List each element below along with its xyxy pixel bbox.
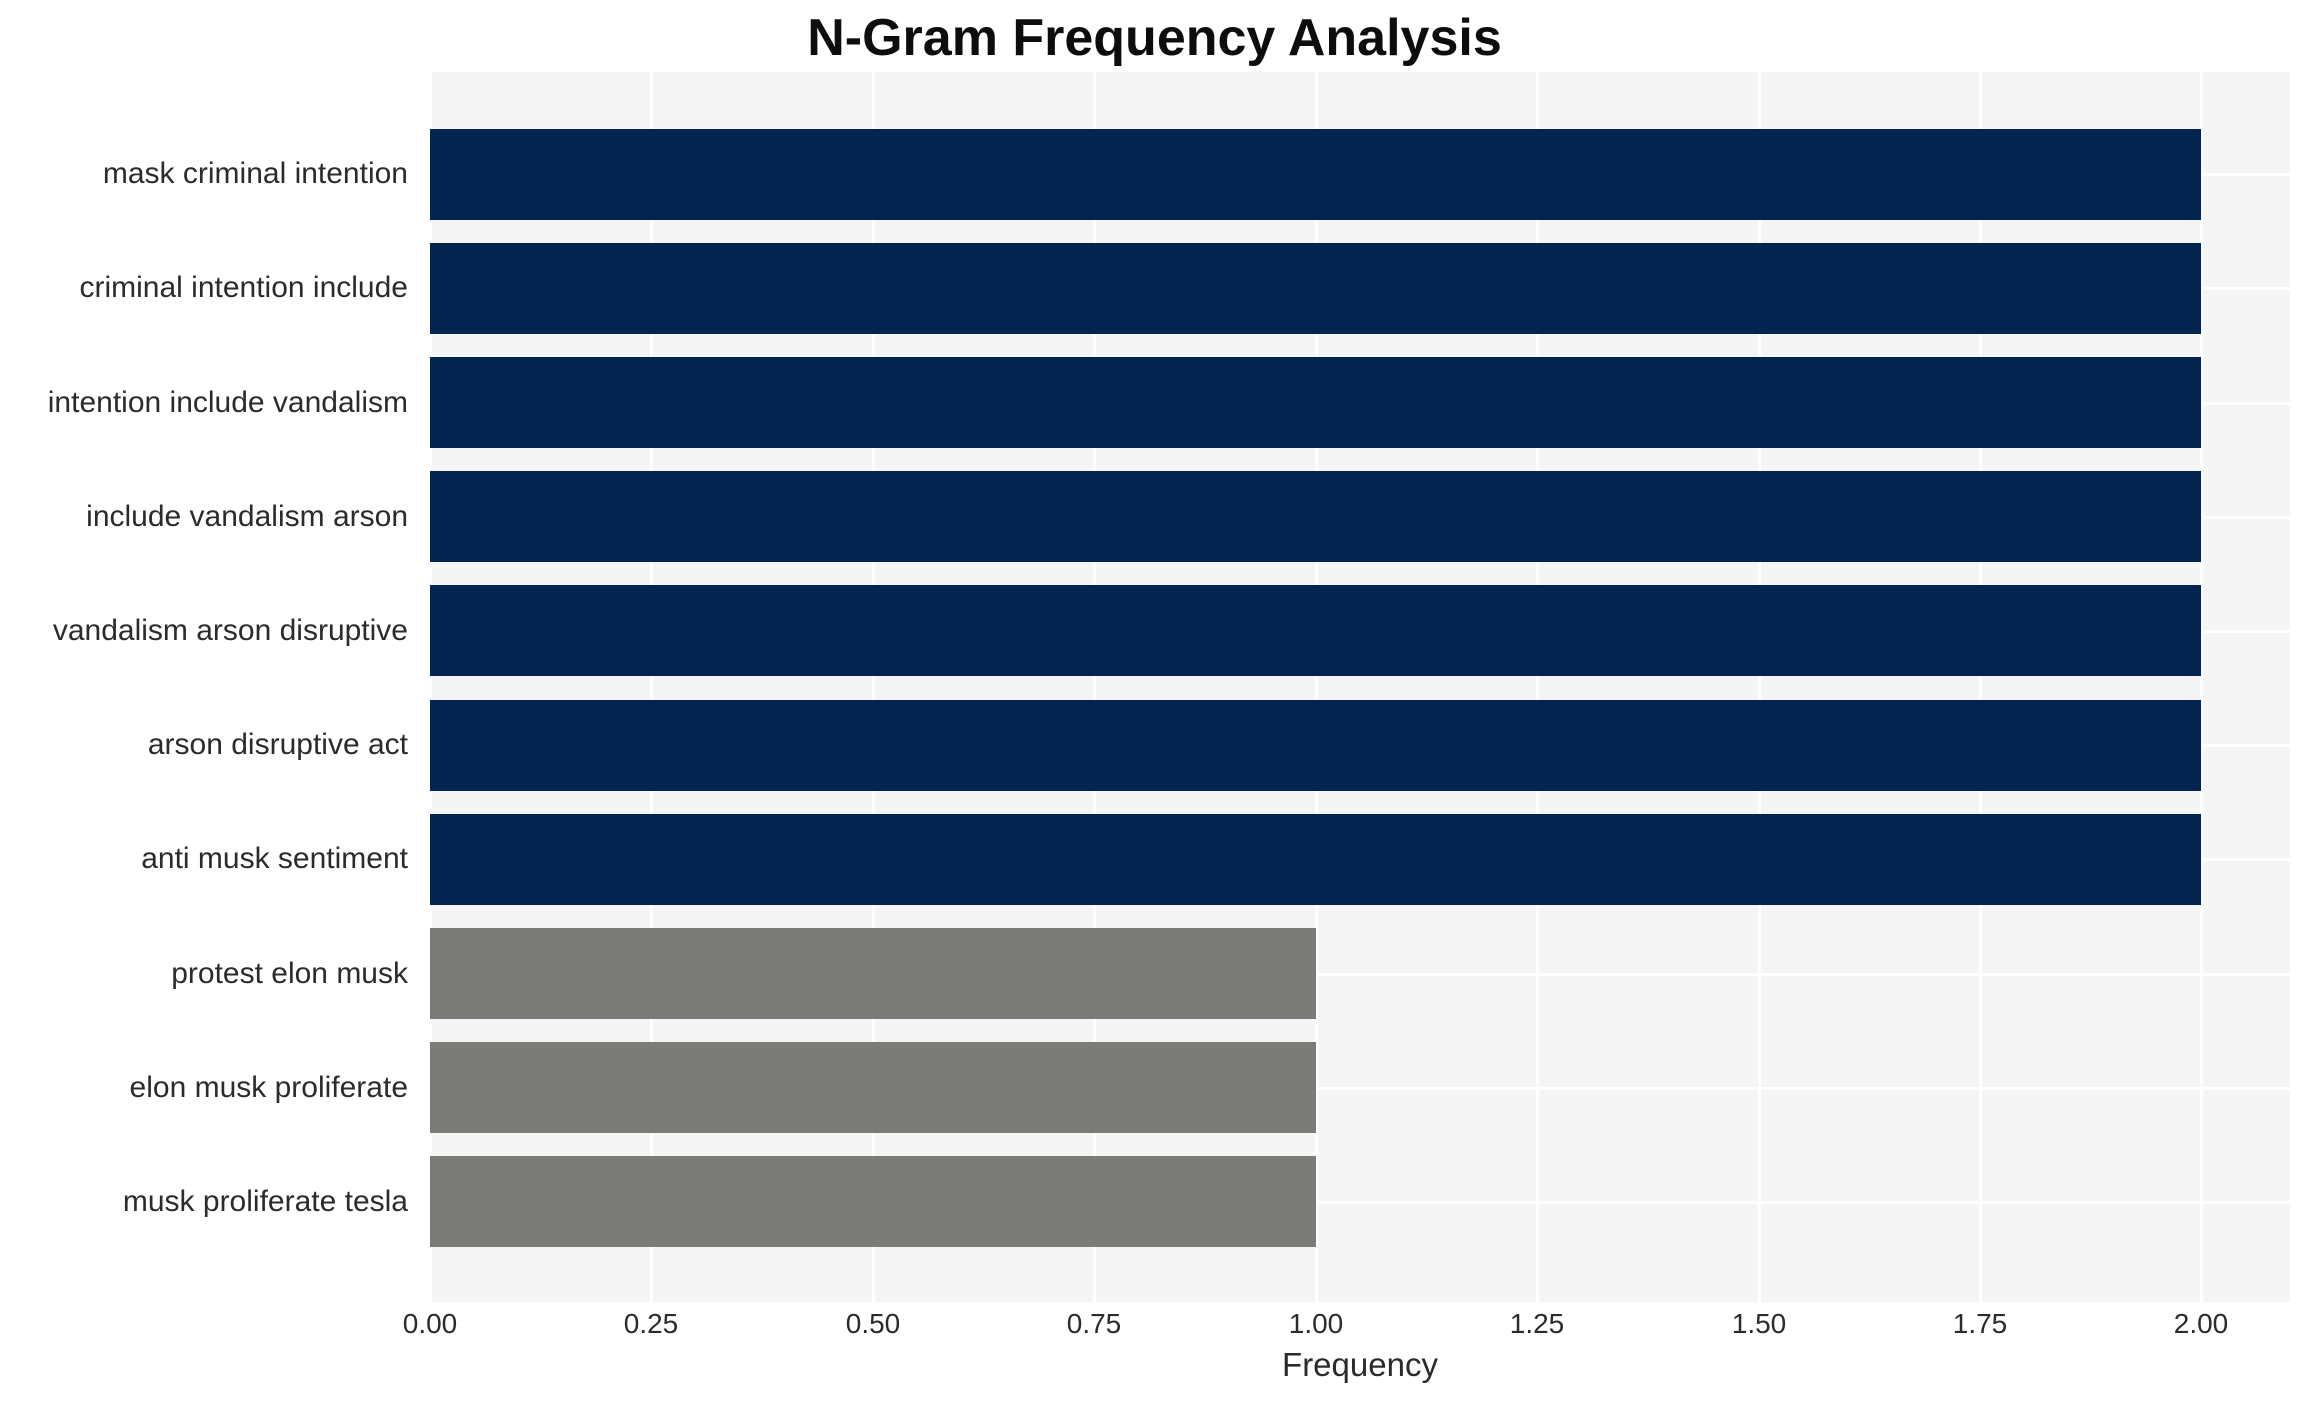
y-tick-label: include vandalism arson (86, 500, 408, 533)
bar (430, 700, 2201, 791)
x-gridline (650, 72, 653, 1302)
y-tick-label: musk proliferate tesla (122, 1185, 408, 1218)
y-gridline (430, 1201, 2290, 1204)
x-gridline (2200, 72, 2203, 1302)
y-gridline (430, 1087, 2290, 1090)
chart-title: N-Gram Frequency Analysis (807, 9, 1502, 67)
x-gridline (1979, 72, 1982, 1302)
y-tick-label: intention include vandalism (47, 386, 408, 419)
y-tick-label: criminal intention include (79, 271, 408, 304)
x-tick-label: 0.00 (402, 1308, 458, 1339)
x-tick-label: 0.75 (1066, 1308, 1122, 1339)
bar (430, 357, 2201, 448)
x-axis-tick-labels: 0.00 0.25 0.50 0.75 1.00 1.25 1.50 1.75 2.00 (403, 1308, 2290, 1344)
x-tick-label: 1.00 (1288, 1308, 1344, 1339)
bar (430, 814, 2201, 905)
y-tick-label: arson disruptive act (147, 728, 408, 761)
y-tick-label: elon musk proliferate (129, 1071, 408, 1104)
y-tick-label: mask criminal intention (102, 157, 408, 190)
bar (430, 928, 1316, 1019)
x-tick-label: 1.75 (1952, 1308, 2008, 1339)
x-gridline (429, 72, 432, 1302)
x-axis-label: Frequency (1282, 1346, 1438, 1383)
bar (430, 471, 2201, 562)
x-gridline (1093, 72, 1096, 1302)
y-tick-label: protest elon musk (171, 957, 408, 990)
bar (430, 129, 2201, 220)
y-tick-label: anti musk sentiment (141, 842, 408, 875)
plot-area (429, 72, 2290, 1302)
x-tick-label: 1.25 (1509, 1308, 1565, 1339)
x-gridline (1536, 72, 1539, 1302)
y-axis-labels: mask criminal intention criminal intentio… (0, 72, 420, 1302)
x-gridline (872, 72, 875, 1302)
bar (430, 1156, 1316, 1247)
x-tick-label: 2.00 (2173, 1308, 2229, 1339)
x-tick-label: 0.50 (845, 1308, 901, 1339)
x-tick-label: 0.25 (623, 1308, 679, 1339)
x-tick-label: 1.50 (1731, 1308, 1787, 1339)
y-tick-label: vandalism arson disruptive (52, 614, 408, 647)
y-gridline (430, 973, 2290, 976)
bar (430, 1042, 1316, 1133)
bar (430, 243, 2201, 334)
x-gridline (1758, 72, 1761, 1302)
x-gridline (1315, 72, 1318, 1302)
bar (430, 585, 2201, 676)
